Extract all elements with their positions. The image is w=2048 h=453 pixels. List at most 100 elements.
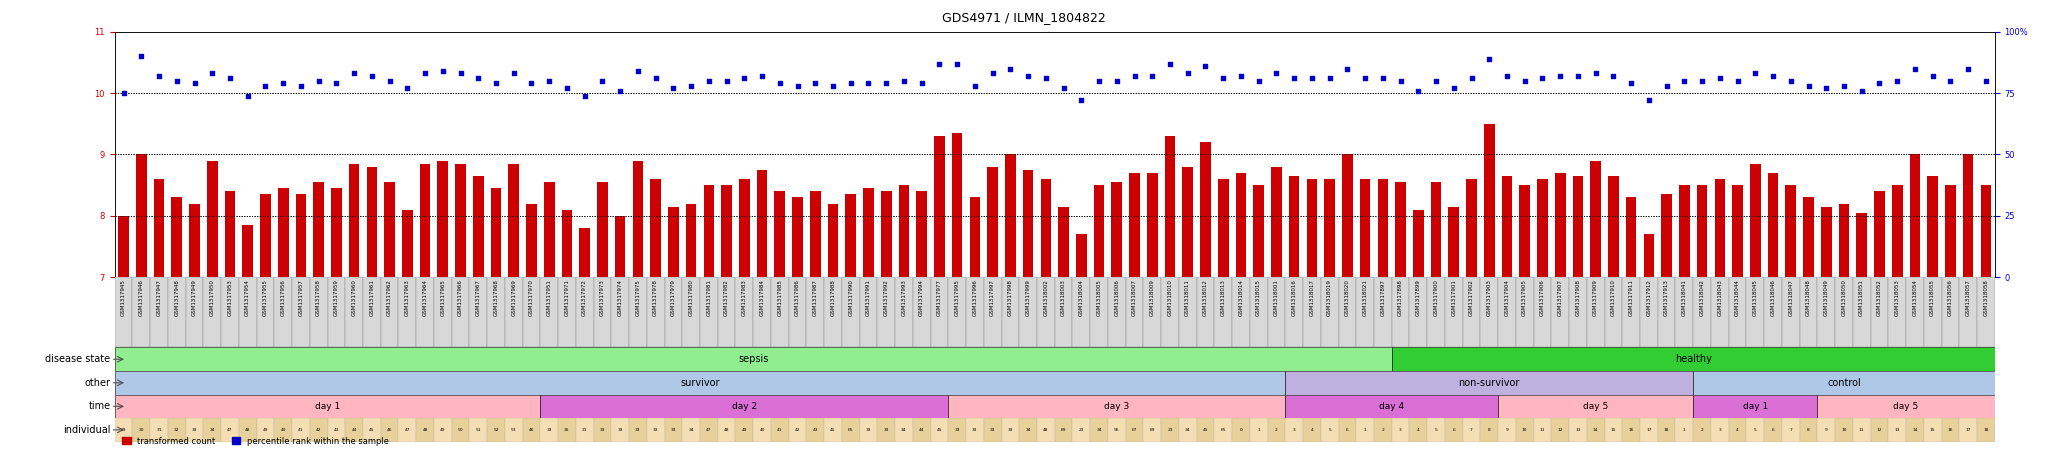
Text: 53: 53 (510, 428, 516, 432)
Text: 14: 14 (1913, 428, 1917, 432)
Bar (1182, 167, 1194, 277)
Text: GSM1318009: GSM1318009 (1149, 280, 1155, 316)
Point (852, 80, 885, 87)
Text: GSM1317970: GSM1317970 (528, 280, 535, 316)
Text: GSM1318051: GSM1318051 (1860, 280, 1864, 316)
Text: GSM1318053: GSM1318053 (1894, 280, 1901, 316)
Text: 33: 33 (954, 428, 961, 432)
Bar (362, 418, 381, 442)
Bar (1360, 179, 1370, 277)
Bar (647, 277, 664, 347)
Bar (877, 277, 895, 347)
Text: GSM1317910: GSM1317910 (1612, 280, 1616, 316)
Bar (1960, 418, 1976, 442)
Bar (328, 277, 346, 347)
Bar (1180, 277, 1196, 347)
Text: 23: 23 (1079, 428, 1083, 432)
Point (125, 53, 158, 60)
Text: 10: 10 (1841, 428, 1847, 432)
Text: 43: 43 (334, 428, 340, 432)
Bar (1520, 185, 1530, 277)
Bar (133, 277, 150, 347)
Bar (1393, 277, 1409, 347)
Bar (788, 418, 807, 442)
Text: 4: 4 (1311, 428, 1313, 432)
Text: sepsis: sepsis (737, 354, 768, 364)
Text: GSM1317912: GSM1317912 (1647, 280, 1651, 316)
Point (1313, 75, 1346, 82)
Bar (610, 418, 629, 442)
Text: 3: 3 (1718, 428, 1720, 432)
Point (621, 67, 653, 75)
Bar (1108, 277, 1126, 347)
Point (319, 80, 352, 87)
Bar (1001, 418, 1020, 442)
Bar (1817, 277, 1835, 347)
Bar (1147, 173, 1157, 277)
Point (817, 82, 850, 89)
Bar (1657, 418, 1675, 442)
Bar (1356, 277, 1374, 347)
Bar (948, 277, 967, 347)
Point (1065, 97, 1098, 104)
Text: 34: 34 (901, 428, 907, 432)
Text: 10: 10 (1522, 428, 1528, 432)
Text: 8: 8 (1489, 428, 1491, 432)
Bar (168, 418, 186, 442)
Bar (1055, 277, 1073, 347)
Bar (508, 164, 518, 277)
Bar (1200, 142, 1210, 277)
Bar (1747, 418, 1763, 442)
Text: 34: 34 (688, 428, 694, 432)
Point (1366, 75, 1399, 82)
Bar (1339, 418, 1356, 442)
Bar (348, 164, 360, 277)
Text: GSM1318058: GSM1318058 (1982, 280, 1989, 316)
Point (1898, 65, 1931, 72)
Text: GSM1317953: GSM1317953 (227, 280, 233, 316)
Bar (1604, 277, 1622, 347)
Bar (1378, 179, 1389, 277)
Bar (1569, 277, 1587, 347)
Bar (186, 418, 203, 442)
Bar (1272, 167, 1282, 277)
Bar (1253, 185, 1264, 277)
Bar (115, 277, 133, 347)
Bar (506, 418, 522, 442)
Text: 50: 50 (459, 428, 463, 432)
Text: GSM1318020: GSM1318020 (1346, 280, 1350, 316)
Text: 1: 1 (1257, 428, 1260, 432)
Bar (948, 418, 967, 442)
Bar (1855, 213, 1868, 277)
Point (1438, 85, 1470, 92)
Text: 6: 6 (1346, 428, 1350, 432)
Point (1384, 77, 1417, 84)
Text: GSM1318021: GSM1318021 (1362, 280, 1368, 316)
Text: GSM1317969: GSM1317969 (512, 280, 516, 316)
Text: 4: 4 (1417, 428, 1419, 432)
Bar (1892, 185, 1903, 277)
Point (1296, 75, 1329, 82)
Text: 16: 16 (1628, 428, 1634, 432)
Text: GSM1318010: GSM1318010 (1167, 280, 1174, 316)
Text: GSM1317903: GSM1317903 (1487, 280, 1491, 316)
Bar (1268, 418, 1286, 442)
Bar (1942, 418, 1960, 442)
Bar (1040, 179, 1051, 277)
Text: GSM1317974: GSM1317974 (618, 280, 623, 316)
Point (1952, 65, 1985, 72)
Bar (629, 418, 647, 442)
Point (516, 80, 549, 87)
Point (1491, 72, 1524, 80)
Bar (1960, 277, 1976, 347)
Bar (1321, 418, 1339, 442)
Point (1845, 87, 1878, 94)
Bar (1481, 277, 1499, 347)
Bar (1165, 136, 1176, 277)
Text: 49: 49 (440, 428, 446, 432)
Bar (150, 277, 168, 347)
Text: GSM1317902: GSM1317902 (1468, 280, 1475, 316)
Text: GSM1317905: GSM1317905 (1522, 280, 1528, 316)
Bar (221, 277, 240, 347)
Point (586, 77, 618, 84)
